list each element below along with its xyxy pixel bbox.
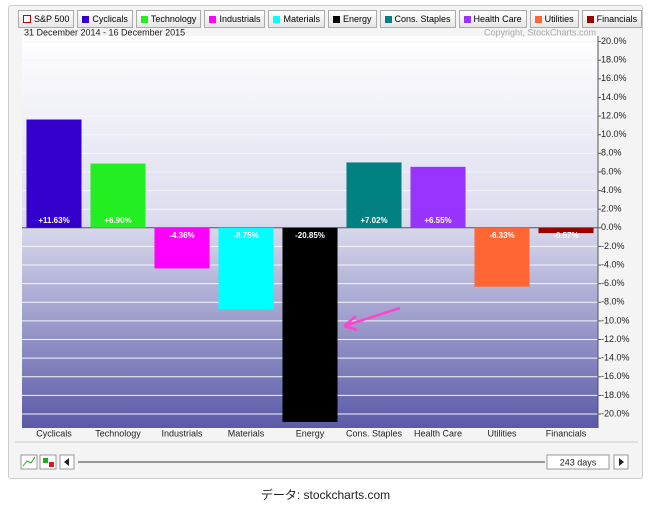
legend-item[interactable]: Technology [135, 10, 202, 28]
legend-item[interactable]: Utilities [529, 10, 579, 28]
annotation-arrow [343, 306, 401, 332]
y-tick-label: -12.0% [601, 334, 630, 344]
legend-swatch [140, 15, 148, 23]
legend-label: Industrials [219, 14, 261, 24]
bar [346, 162, 402, 228]
source: データ: stockcharts.com [260, 488, 391, 502]
line-icon [22, 456, 36, 467]
legend-swatch [332, 15, 340, 23]
x-tick-label: Health Care [414, 428, 462, 438]
legend-label: Health Care [473, 14, 522, 24]
legend-swatch [463, 15, 471, 23]
bar-icon [49, 462, 54, 467]
y-tick-label: 8.0% [601, 148, 622, 158]
legend-checkbox [23, 15, 31, 23]
x-tick-label: Cons. Staples [346, 428, 403, 438]
legend-swatch [82, 15, 90, 23]
y-tick-label: -8.0% [601, 297, 625, 307]
legend-swatch [534, 15, 542, 23]
chart: 31 December 2014 - 16 December 2015 Copy… [15, 27, 638, 470]
value-label: +6.55% [424, 216, 451, 225]
y-tick-label: -20.0% [601, 408, 630, 418]
x-tick-label: Financials [546, 428, 587, 438]
value-label: +6.90% [104, 216, 131, 225]
y-tick-label: -18.0% [601, 390, 630, 400]
bar [282, 227, 338, 422]
bar [90, 163, 146, 228]
y-tick-label: 0.0% [601, 222, 622, 232]
y-tick-label: 2.0% [601, 204, 622, 214]
legend-swatch [273, 15, 281, 23]
value-label: -0.57% [553, 231, 578, 240]
value-label: -8.75% [233, 231, 258, 240]
period-box[interactable] [546, 454, 610, 470]
bar [218, 227, 274, 310]
legend-swatch [384, 15, 392, 23]
arrow-icon [619, 458, 624, 466]
legend-item[interactable]: S&P 500 [18, 10, 75, 28]
y-tick-label: 18.0% [601, 55, 627, 65]
y-tick-label: 20.0% [601, 36, 627, 46]
y-tick-label: -10.0% [601, 315, 630, 325]
legend-item[interactable]: Financials [581, 10, 643, 28]
period: 243 days [560, 457, 597, 467]
legend-item[interactable]: Energy [327, 10, 377, 28]
arrow-icon [64, 458, 69, 466]
x-tick-label: Industrials [161, 428, 203, 438]
x-tick-label: Materials [228, 428, 265, 438]
bar [154, 227, 210, 269]
legend-label: Energy [342, 14, 372, 24]
value-label: +7.02% [360, 216, 387, 225]
y-tick-label: 14.0% [601, 92, 627, 102]
y-tick-label: -14.0% [601, 353, 630, 363]
y-tick-label: -4.0% [601, 259, 625, 269]
copyright: Copyright, StockCharts.com [484, 27, 596, 37]
y-tick-label: -6.0% [601, 278, 625, 288]
legend-swatch [586, 15, 594, 23]
bar [26, 119, 82, 228]
legend-label: Cyclicals [92, 14, 128, 24]
y-tick-label: 16.0% [601, 73, 627, 83]
legend-label: S&P 500 [34, 14, 70, 24]
x-tick-label: Energy [296, 428, 325, 438]
bar-icon [43, 458, 48, 463]
legend-item[interactable]: Industrials [204, 10, 266, 28]
legend-item[interactable]: Cyclicals [77, 10, 133, 28]
y-tick-label: 12.0% [601, 110, 627, 120]
bars [22, 41, 598, 422]
legend-label: Utilities [544, 14, 574, 24]
legend-label: Cons. Staples [394, 14, 451, 24]
x-tick-label: Technology [95, 428, 141, 438]
legend-label: Technology [150, 14, 197, 24]
value-label: -20.85% [295, 231, 325, 240]
value-label: +11.63% [38, 216, 69, 225]
legend: S&P 500 Cyclicals Technology Industrials Mat… [18, 10, 643, 28]
legend-swatch [209, 15, 217, 23]
date-range: 31 December 2014 - 16 December 2015 [24, 27, 185, 37]
y-tick-label: 6.0% [601, 166, 622, 176]
legend-item[interactable]: Cons. Staples [379, 10, 456, 28]
legend-item[interactable]: Materials [268, 10, 325, 28]
legend-label: Financials [596, 14, 638, 24]
y-tick-label: -16.0% [601, 371, 630, 381]
x-tick-label: Cyclicals [36, 428, 72, 438]
y-tick-label: 10.0% [601, 129, 627, 139]
legend-label: Materials [283, 14, 320, 24]
bar [410, 166, 466, 228]
value-label: -4.36% [169, 231, 194, 240]
value-label: -6.33% [489, 231, 514, 240]
bar [474, 227, 530, 287]
legend-item[interactable]: Health Care [458, 10, 527, 28]
bar [538, 227, 594, 234]
x-tick-label: Utilities [487, 428, 517, 438]
y-tick-label: 4.0% [601, 185, 622, 195]
y-tick-label: -2.0% [601, 241, 625, 251]
